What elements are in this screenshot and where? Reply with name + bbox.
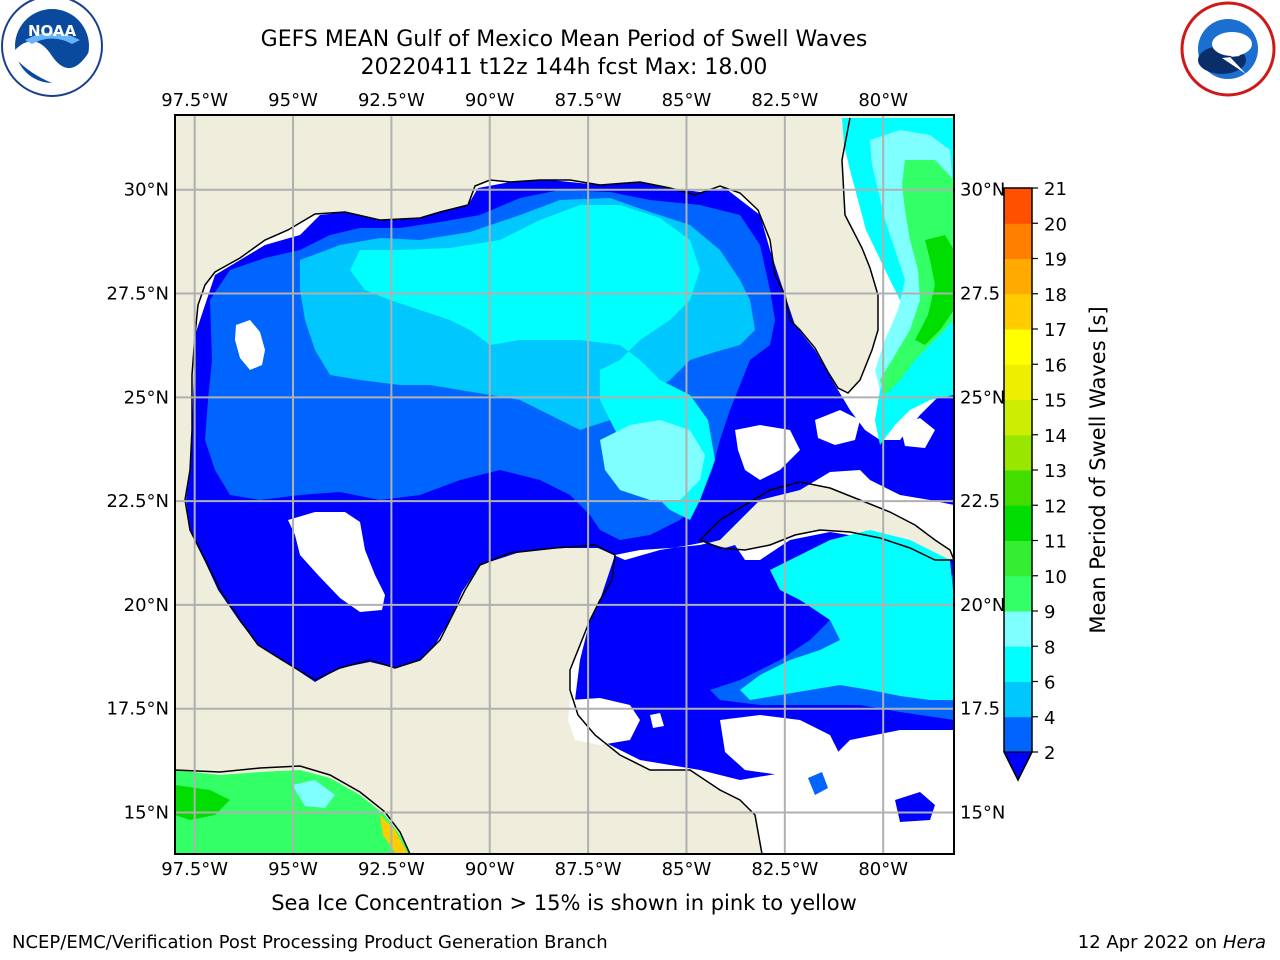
colorbar-title: Mean Period of Swell Waves [s] — [1086, 306, 1110, 634]
map-title: GEFS MEAN Gulf of Mexico Mean Period of … — [260, 27, 868, 52]
colorbar-segment — [1004, 188, 1032, 224]
colorbar-outline — [1003, 187, 1033, 782]
colorbar-tick-label: 11 — [1044, 532, 1067, 553]
colorbar-tick-label: 9 — [1044, 602, 1055, 623]
colorbar-tick-label: 16 — [1044, 355, 1067, 376]
lat-label-left: 15°N — [124, 802, 169, 823]
colorbar-tick-label: 10 — [1044, 567, 1067, 588]
lat-label-right: 27.5 — [960, 284, 1000, 305]
lat-labels-left: 30°N 27.5°N 25°N 22.5°N 20°N 17.5°N 15°N — [106, 180, 169, 824]
lon-label-bottom: 85°W — [662, 859, 712, 880]
lat-label-left: 22.5°N — [106, 491, 169, 512]
lat-label-right: 15°N — [960, 802, 1005, 823]
lat-label-left: 30°N — [124, 180, 169, 201]
colorbar: 2 4 6 8 9 10 11 12 13 14 15 16 17 18 19 20 21 — [1003, 179, 1067, 782]
colorbar-tick-label: 19 — [1044, 250, 1067, 271]
lat-label-right: 22.5 — [960, 491, 1000, 512]
noaa-logo-text: NOAA — [28, 22, 77, 40]
lat-label-left: 17.5°N — [106, 699, 169, 720]
lon-labels-top: 97.5°W 95°W 92.5°W 90°W 87.5°W 85°W 82.5°W 80°W — [161, 90, 908, 111]
colorbar-segment — [1004, 611, 1032, 647]
colorbar-segment — [1004, 646, 1032, 682]
map-subtitle: 20220411 t12z 144h fcst Max: 18.00 — [360, 55, 768, 80]
colorbar-tick-label: 13 — [1044, 461, 1067, 482]
colorbar-tick-label: 14 — [1044, 426, 1067, 447]
wave-period-field — [175, 118, 954, 854]
lat-label-right: 30°N — [960, 180, 1005, 201]
lon-label-bottom: 92.5°W — [358, 859, 425, 880]
colorbar-segment — [1004, 681, 1032, 718]
lon-label-top: 87.5°W — [555, 90, 622, 111]
lat-label-right: 17.5 — [960, 699, 1000, 720]
map-frame — [174, 114, 955, 855]
lat-label-left: 20°N — [124, 595, 169, 616]
lon-labels-bottom: 97.5°W 95°W 92.5°W 90°W 87.5°W 85°W 82.5°W 80°W — [161, 859, 908, 880]
colorbar-tick-label: 12 — [1044, 496, 1067, 517]
colorbar-segment — [1004, 223, 1032, 259]
colorbar-segment — [1004, 470, 1032, 506]
colorbar-segment — [1004, 434, 1032, 471]
footer-credit: NCEP/EMC/Verification Post Processing Pr… — [12, 932, 608, 953]
lon-label-top: 97.5°W — [161, 90, 228, 111]
sea-ice-caption: Sea Ice Concentration > 15% is shown in … — [271, 891, 857, 915]
lon-label-bottom: 95°W — [268, 859, 318, 880]
lon-label-bottom: 97.5°W — [161, 859, 228, 880]
colorbar-tick-label: 2 — [1044, 743, 1055, 764]
lat-labels-right: 30°N 27.5 25°N 22.5 20°N 17.5 15°N — [960, 180, 1005, 824]
colorbar-segment — [1004, 329, 1032, 365]
lon-label-bottom: 87.5°W — [555, 859, 622, 880]
colorbar-tick-label: 8 — [1044, 637, 1055, 658]
lon-label-top: 82.5°W — [751, 90, 818, 111]
colorbar-tick-label: 20 — [1044, 214, 1067, 235]
footer-host: Hera — [1222, 932, 1266, 953]
colorbar-segment — [1004, 258, 1032, 295]
nws-logo — [1180, 1, 1276, 97]
colorbar-tick-label: 21 — [1044, 179, 1067, 200]
lon-label-bottom: 82.5°W — [751, 859, 818, 880]
lat-label-left: 25°N — [124, 387, 169, 408]
footer-date-text: 12 Apr 2022 on — [1077, 932, 1223, 953]
colorbar-extend-arrow — [1003, 751, 1033, 782]
gridlines — [175, 115, 954, 854]
lon-label-bottom: 80°W — [858, 859, 908, 880]
colorbar-segment — [1004, 716, 1032, 753]
colorbar-tick-label: 18 — [1044, 285, 1067, 306]
lat-label-right: 20°N — [960, 595, 1005, 616]
colorbar-segment — [1004, 540, 1032, 577]
lon-label-top: 92.5°W — [358, 90, 425, 111]
lon-label-top: 80°W — [858, 90, 908, 111]
lat-label-right: 25°N — [960, 387, 1005, 408]
colorbar-segment — [1004, 399, 1032, 436]
colorbar-tick-label: 15 — [1044, 391, 1067, 412]
lat-label-left: 27.5°N — [106, 284, 169, 305]
lon-label-top: 90°W — [465, 90, 515, 111]
colorbar-tick-label: 17 — [1044, 320, 1067, 341]
colorbar-segment — [1004, 505, 1032, 541]
footer-date: 12 Apr 2022 on Hera — [1078, 932, 1266, 953]
lon-label-top: 95°W — [268, 90, 318, 111]
lon-label-bottom: 90°W — [465, 859, 515, 880]
colorbar-segment — [1004, 364, 1032, 400]
colorbar-segment — [1004, 575, 1032, 612]
mainland-land — [175, 115, 954, 854]
colorbar-tick-label: 6 — [1044, 673, 1055, 694]
noaa-logo: NOAA — [1, 0, 103, 97]
lon-label-top: 85°W — [662, 90, 712, 111]
colorbar-tick-label: 4 — [1044, 708, 1055, 729]
colorbar-segment — [1004, 293, 1032, 330]
